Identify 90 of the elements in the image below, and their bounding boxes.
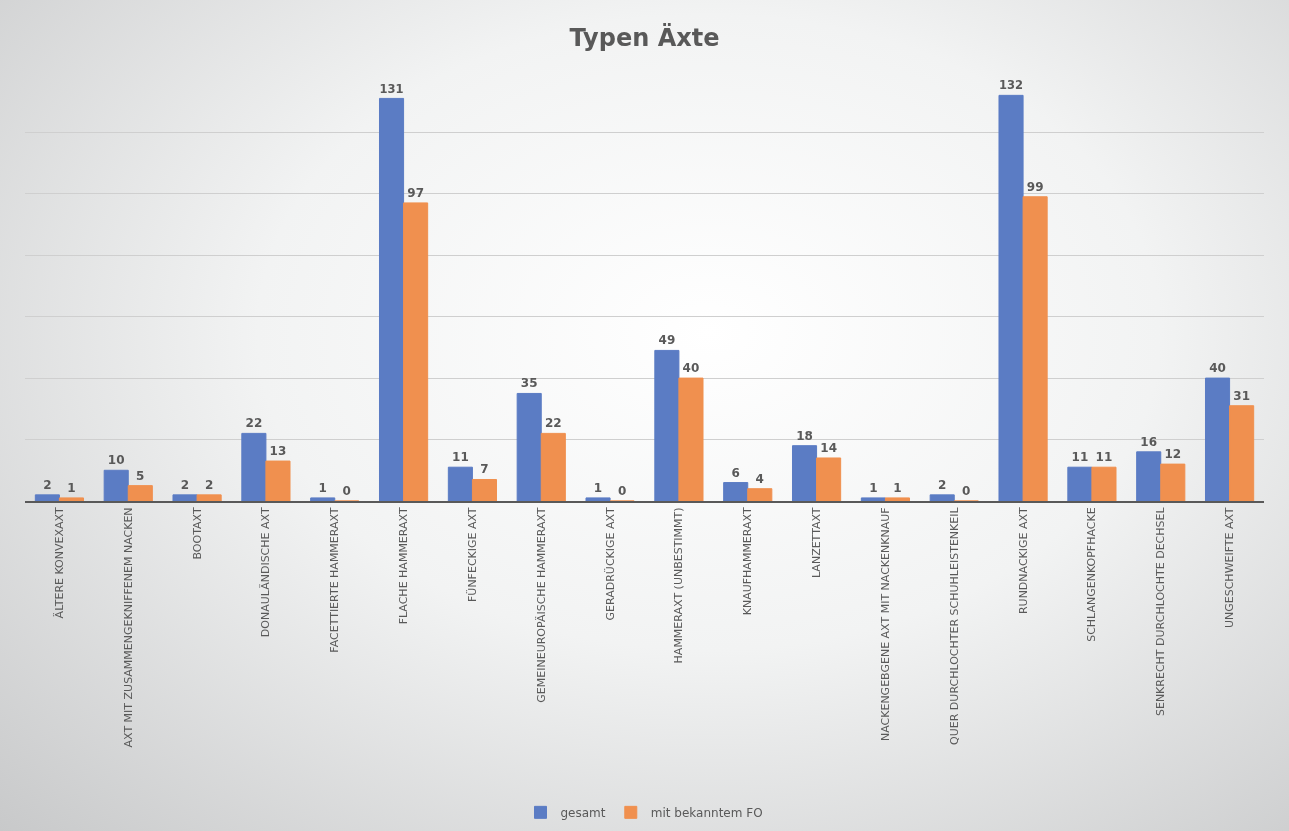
bar	[58, 497, 85, 501]
data-label: 2	[43, 477, 52, 492]
x-tick-label: SENKRECHT DURCHLOCHTE DECHSEL	[1154, 506, 1168, 717]
x-tick-label: NACKENGEBGENE AXT MIT NACKENKNAUF	[878, 507, 892, 742]
bar	[1091, 466, 1117, 501]
data-label: 11	[1095, 450, 1113, 465]
bar	[1204, 377, 1231, 501]
data-label: 0	[342, 484, 351, 498]
bar	[516, 392, 542, 501]
data-label: 6	[731, 465, 740, 480]
bar	[265, 460, 291, 501]
legend-label: gesamt	[560, 806, 606, 821]
bar	[241, 432, 267, 501]
bar	[816, 457, 842, 501]
data-label: 2	[180, 477, 190, 492]
x-tick-label: GEMEINEUROPÄISCHE HAMMERAXT	[534, 507, 548, 703]
bar	[884, 497, 911, 501]
data-label: 2	[938, 477, 947, 492]
bar	[998, 94, 1024, 501]
data-label: 4	[755, 471, 764, 486]
data-label: 11	[1071, 450, 1089, 465]
data-label: 14	[820, 440, 837, 455]
bar	[791, 445, 818, 501]
x-tick-label: GERADRÜCKIGE AXT	[603, 507, 617, 621]
x-tick-label: DONAULÄNDISCHE AXT	[259, 507, 273, 638]
data-label: 0	[962, 484, 971, 498]
data-label: 10	[107, 453, 125, 468]
bar	[585, 497, 611, 501]
data-label: 131	[379, 81, 404, 96]
data-label: 5	[136, 468, 145, 483]
x-tick-label: AXT MIT ZUSAMMENGEKNIFFENEM NACKEN	[121, 507, 135, 748]
data-label: 1	[869, 480, 878, 495]
data-label: 13	[269, 444, 287, 459]
data-label: 16	[1140, 434, 1158, 449]
x-tick-label: LANZETTAXT	[810, 507, 824, 579]
bar	[447, 466, 473, 501]
bar	[127, 485, 153, 501]
bar	[723, 482, 749, 501]
bar	[747, 488, 773, 501]
data-label: 1	[318, 480, 327, 495]
bar	[1229, 405, 1255, 501]
data-label: 1	[893, 480, 902, 495]
bar	[1136, 451, 1162, 501]
bar	[196, 494, 222, 501]
bar	[678, 377, 704, 501]
x-tick-label: SCHLANGENKOPFHACKE	[1085, 507, 1099, 642]
x-tick-label: FACETTIERTE HAMMERAXT	[328, 507, 342, 653]
data-label: 40	[682, 361, 700, 376]
data-label: 22	[245, 416, 263, 431]
bar	[103, 469, 129, 501]
x-tick-label: KNAUFHAMMERAXT	[741, 507, 755, 616]
data-label: 18	[796, 428, 813, 443]
bar	[929, 494, 955, 501]
data-label: 132	[999, 78, 1024, 93]
bar	[654, 349, 680, 501]
data-label: 99	[1026, 179, 1044, 194]
bar	[540, 432, 566, 501]
data-label: 0	[617, 484, 627, 498]
bar	[378, 97, 405, 501]
data-label: 35	[520, 376, 538, 391]
data-label: 31	[1233, 388, 1250, 403]
chart-title: Typen Äxte	[569, 22, 720, 52]
bar	[1022, 196, 1048, 501]
x-tick-label: UNGESCHWEIFTE AXT	[1223, 507, 1237, 629]
data-label: 22	[544, 416, 562, 431]
data-label: 1	[593, 480, 603, 495]
x-tick-label: FÜNFECKIGE AXT	[466, 507, 479, 602]
bar	[471, 478, 498, 501]
bar	[310, 497, 336, 501]
x-tick-label: FLACHE HAMMERAXT	[397, 507, 411, 625]
data-label: 7	[480, 462, 489, 477]
data-label: 49	[658, 333, 676, 348]
bar	[172, 494, 198, 501]
bar	[860, 497, 886, 501]
x-tick-label: QUER DURCHLOCHTER SCHUHLEISTENKEIL	[947, 506, 961, 745]
x-tick-label: BOOTAXT	[190, 507, 204, 560]
data-label: 97	[407, 185, 424, 200]
bar	[1067, 466, 1093, 501]
data-label: 2	[204, 477, 214, 492]
legend-label: mit bekanntem FO	[650, 806, 763, 821]
bar	[1160, 463, 1186, 501]
data-label: 12	[1164, 447, 1182, 462]
x-tick-label: RUNDNACKIGE AXT	[1016, 507, 1030, 615]
x-tick-label: HAMMERAXT (UNBESTIMMT)	[672, 507, 686, 664]
bar	[403, 202, 429, 501]
bar	[34, 494, 60, 501]
data-label: 1	[67, 480, 76, 495]
x-tick-label: ÄLTERE KONVEXAXT	[53, 507, 66, 619]
data-label: 11	[452, 450, 469, 465]
data-label: 40	[1209, 361, 1226, 376]
